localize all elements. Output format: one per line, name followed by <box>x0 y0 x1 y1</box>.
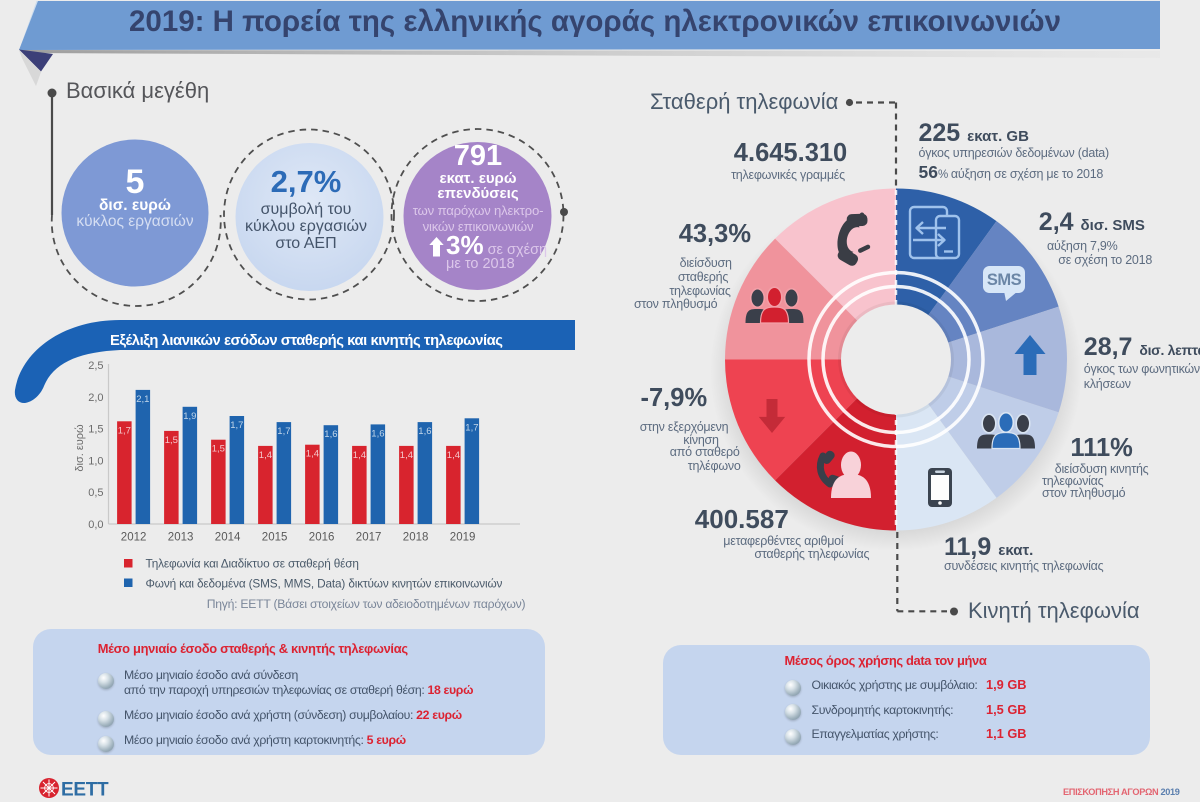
svg-text:2,0: 2,0 <box>88 392 103 404</box>
svg-text:2,5: 2,5 <box>88 360 103 372</box>
svg-text:δισ. ευρώ: δισ. ευρώ <box>74 424 86 472</box>
svg-text:2017: 2017 <box>356 532 382 544</box>
svg-text:0,5: 0,5 <box>88 487 103 499</box>
svg-text:1,9: 1,9 <box>183 411 196 422</box>
svg-text:0,0: 0,0 <box>88 519 103 531</box>
svg-text:1,5: 1,5 <box>165 435 178 446</box>
svg-text:1,7: 1,7 <box>277 426 290 437</box>
svg-text:1,6: 1,6 <box>371 428 384 439</box>
svg-text:1,5: 1,5 <box>88 424 103 436</box>
svg-text:1,7: 1,7 <box>118 425 131 436</box>
svg-text:Φωνή και δεδομένα (SMS, MMS, D: Φωνή και δεδομένα (SMS, MMS, Data) δικτύ… <box>146 577 503 591</box>
svg-text:1,5: 1,5 <box>212 444 225 455</box>
svg-text:1,0: 1,0 <box>88 455 103 467</box>
svg-text:1,4: 1,4 <box>353 450 366 461</box>
svg-text:2,1: 2,1 <box>136 394 149 405</box>
svg-text:2016: 2016 <box>309 532 335 544</box>
svg-text:1,7: 1,7 <box>230 420 243 431</box>
svg-text:1,4: 1,4 <box>400 450 413 461</box>
svg-text:2014: 2014 <box>215 532 241 544</box>
svg-text:1,4: 1,4 <box>259 450 272 461</box>
svg-text:Τηλεφωνία και Διαδίκτυο σε στα: Τηλεφωνία και Διαδίκτυο σε σταθερή θέση <box>146 557 359 571</box>
svg-text:2015: 2015 <box>262 532 288 544</box>
svg-text:1,4: 1,4 <box>306 449 319 460</box>
svg-text:2019: 2019 <box>450 532 476 544</box>
svg-text:1,4: 1,4 <box>447 450 460 461</box>
svg-text:2012: 2012 <box>121 532 147 544</box>
svg-text:2018: 2018 <box>403 532 429 544</box>
svg-text:1,6: 1,6 <box>418 426 431 437</box>
svg-text:2013: 2013 <box>168 532 194 544</box>
svg-text:SMS: SMS <box>987 271 1022 289</box>
svg-text:1,7: 1,7 <box>465 422 478 433</box>
svg-text:ΕΕΤΤ: ΕΕΤΤ <box>61 780 109 801</box>
svg-text:1,6: 1,6 <box>324 429 337 440</box>
svg-text:Πηγή: ΕΕΤΤ (Βάσει στοιχείων τω: Πηγή: ΕΕΤΤ (Βάσει στοιχείων των αδειοδοτ… <box>207 597 526 611</box>
